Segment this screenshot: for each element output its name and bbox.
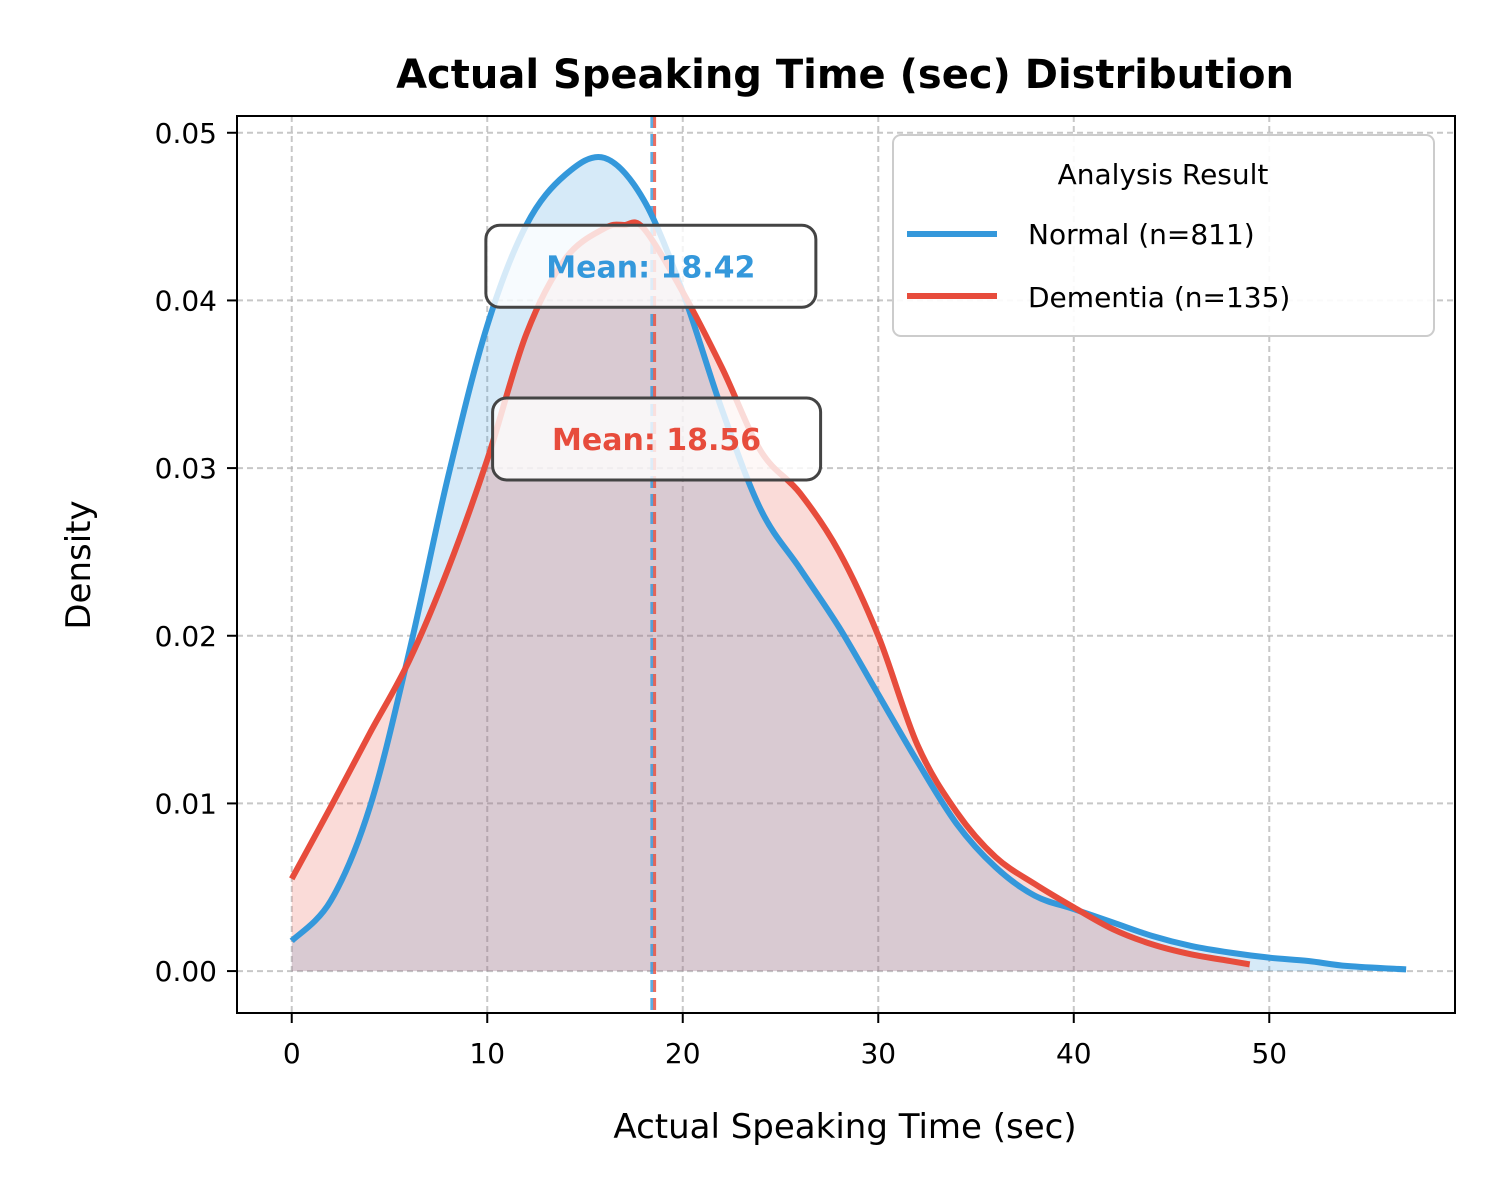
mean-annotation-box-normal: [484, 223, 818, 309]
plot-frame: [236, 115, 1456, 1014]
x-tick-label: 40: [1056, 1037, 1092, 1070]
x-tick-label: 50: [1251, 1037, 1287, 1070]
x-tick-label: 20: [665, 1037, 701, 1070]
density-fill-normal: [291, 156, 1407, 972]
legend: Analysis Result Normal (n=811) Dementia …: [892, 134, 1435, 337]
y-tick-label: 0.03: [155, 452, 217, 485]
density-line-normal: [289, 153, 1407, 973]
legend-label-normal: Normal (n=811): [1028, 218, 1255, 251]
y-axis-label: Density: [59, 500, 99, 629]
y-tick-label: 0.00: [155, 955, 217, 988]
y-tick-label: 0.05: [155, 117, 217, 150]
mean-annotations: Mean: 18.42 Mean: 18.56: [484, 223, 823, 482]
y-tick-label: 0.04: [155, 284, 217, 317]
y-tick-label: 0.02: [155, 620, 217, 653]
y-axis-ticks: 0.00 0.01 0.02 0.03 0.04 0.05: [155, 117, 237, 988]
legend-title: Analysis Result: [1058, 158, 1269, 191]
x-tick-label: 10: [469, 1037, 505, 1070]
chart-title: Actual Speaking Time (sec) Distribution: [396, 52, 1294, 98]
y-tick-label: 0.01: [155, 787, 217, 820]
x-axis-label: Actual Speaking Time (sec): [613, 1107, 1076, 1147]
mean-annotation-box-dementia: [491, 396, 823, 482]
x-axis-ticks: 0 10 20 30 40 50: [283, 1013, 1287, 1070]
legend-box: [892, 134, 1435, 337]
x-tick-label: 30: [860, 1037, 896, 1070]
density-line-dementia: [289, 219, 1251, 968]
mean-annotation-label-dementia: Mean: 18.56: [552, 423, 761, 458]
mean-annotation-label-normal: Mean: 18.42: [546, 250, 755, 285]
legend-label-dementia: Dementia (n=135): [1028, 281, 1290, 314]
density-lines: [289, 153, 1407, 973]
x-tick-label: 0: [283, 1037, 301, 1070]
